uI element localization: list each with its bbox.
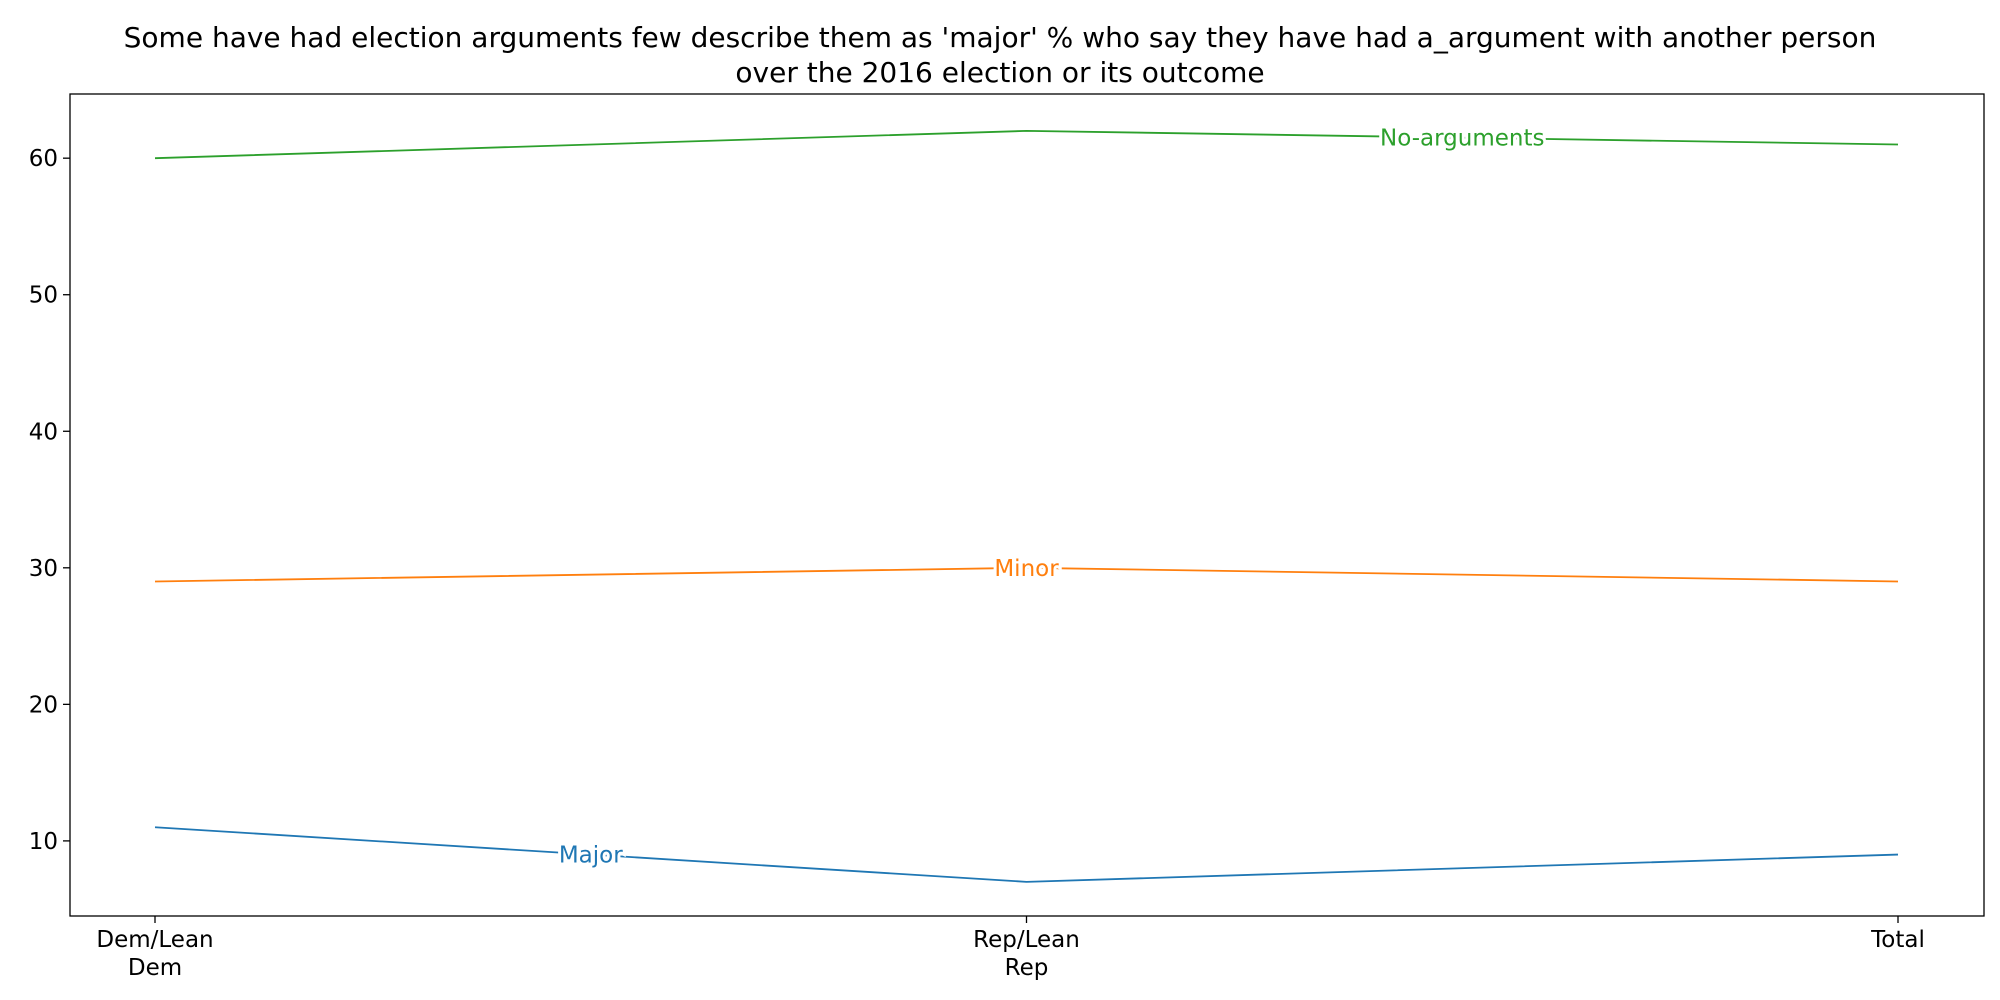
y-tick-label: 30 (29, 556, 58, 582)
x-tick-label: Rep/Lean (973, 927, 1080, 953)
x-tick-label: Total (1870, 927, 1925, 953)
x-tick-label: Dem/Lean (96, 927, 213, 953)
y-tick-label: 50 (29, 283, 58, 309)
series-line-minor (154, 566, 1899, 583)
chart-title-line-1: Some have had election arguments few des… (123, 21, 1877, 54)
x-tick-label: Dem (128, 955, 182, 981)
y-tick-label: 60 (29, 146, 58, 172)
series-line-no-arguments (154, 129, 1899, 160)
chart-title-line-2: over the 2016 election or its outcome (735, 56, 1265, 89)
series-label-major: Major (559, 843, 623, 869)
y-tick-label: 20 (29, 692, 58, 718)
y-tick-label: 10 (29, 829, 58, 855)
series-line-major (154, 826, 1899, 883)
y-tick-label: 40 (29, 419, 58, 445)
series-label-no-arguments: No-arguments (1380, 126, 1544, 152)
x-tick-label: Rep (1005, 955, 1049, 981)
chart-title: Some have had election arguments few des… (0, 20, 2000, 90)
y-axis: 10 20 30 40 50 60 (29, 146, 70, 855)
plot-area-frame (69, 93, 1985, 917)
series-lines: Major Minor No-arguments (154, 123, 1899, 883)
series-label-minor: Minor (994, 556, 1059, 582)
